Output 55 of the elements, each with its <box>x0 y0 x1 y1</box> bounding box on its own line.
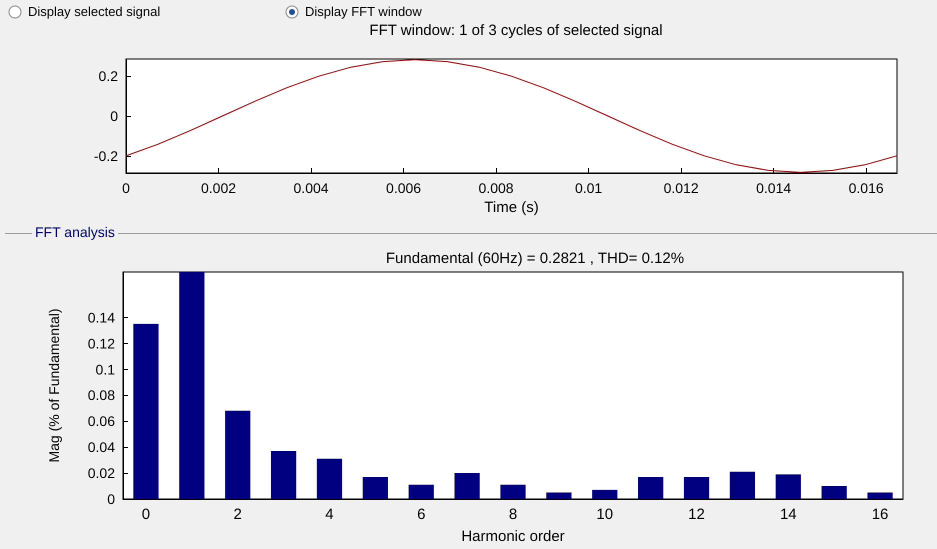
bar <box>500 484 526 499</box>
x-tick-label: 16 <box>872 506 888 523</box>
x-tick-label: 0 <box>122 180 130 196</box>
bar <box>362 476 388 499</box>
x-tick-label: 2 <box>234 506 242 523</box>
y-tick-label: -0.2 <box>94 148 118 164</box>
text: FFT analysis <box>32 224 118 240</box>
x-tick-label: 0 <box>142 506 150 523</box>
y-tick-label: 0.14 <box>88 309 116 326</box>
x-tick-label: 0.014 <box>756 180 792 196</box>
y-tick-label: 0.1 <box>96 361 116 378</box>
y-axis-title: Mag (% of Fundamental) <box>46 308 62 463</box>
bar <box>179 272 204 499</box>
y-tick-label: 0.12 <box>88 335 116 352</box>
x-axis-title: Time (s) <box>484 198 539 216</box>
bar <box>592 490 618 499</box>
bar <box>454 473 480 499</box>
y-tick-label: 0 <box>110 108 118 124</box>
y-tick-label: 0.04 <box>88 439 116 456</box>
chart-title: Fundamental (60Hz) = 0.2821 , THD= 0.12% <box>386 250 684 267</box>
bar <box>270 451 296 499</box>
y-tick-label: 0.02 <box>88 465 116 482</box>
y-tick-label: 0.06 <box>88 413 116 430</box>
bar <box>638 476 664 499</box>
text: Display FFT window <box>305 4 422 19</box>
x-tick-label: 14 <box>780 506 797 523</box>
x-tick-label: 0.002 <box>200 180 236 196</box>
bar <box>316 458 342 499</box>
y-tick-label: 0.08 <box>88 387 116 404</box>
bar <box>867 492 893 499</box>
x-tick-label: 10 <box>596 506 614 523</box>
text: Display selected signal <box>28 4 160 19</box>
line-series <box>126 59 898 173</box>
x-tick-label: 4 <box>325 506 334 523</box>
bar <box>133 324 159 499</box>
y-tick-label: 0.2 <box>98 68 118 84</box>
bar <box>776 474 801 499</box>
bar <box>822 486 847 499</box>
x-tick-label: 0.01 <box>574 180 602 196</box>
bar <box>684 476 710 499</box>
bar <box>730 472 756 499</box>
x-tick-label: 12 <box>688 506 705 523</box>
chart-title: FFT window: 1 of 3 cycles of selected signal <box>369 22 663 39</box>
x-tick-label: 0.008 <box>478 180 514 196</box>
x-axis-title: Harmonic order <box>461 528 565 545</box>
x-tick-label: 0.006 <box>386 180 422 196</box>
bar <box>546 492 572 499</box>
bar <box>408 484 434 499</box>
x-tick-label: 8 <box>508 506 518 523</box>
bar <box>225 410 250 499</box>
x-tick-label: 6 <box>417 506 426 523</box>
x-tick-label: 0.016 <box>848 180 884 196</box>
y-tick-label: 0 <box>107 491 116 507</box>
x-tick-label: 0.004 <box>294 180 329 196</box>
x-tick-label: 0.012 <box>664 180 699 196</box>
